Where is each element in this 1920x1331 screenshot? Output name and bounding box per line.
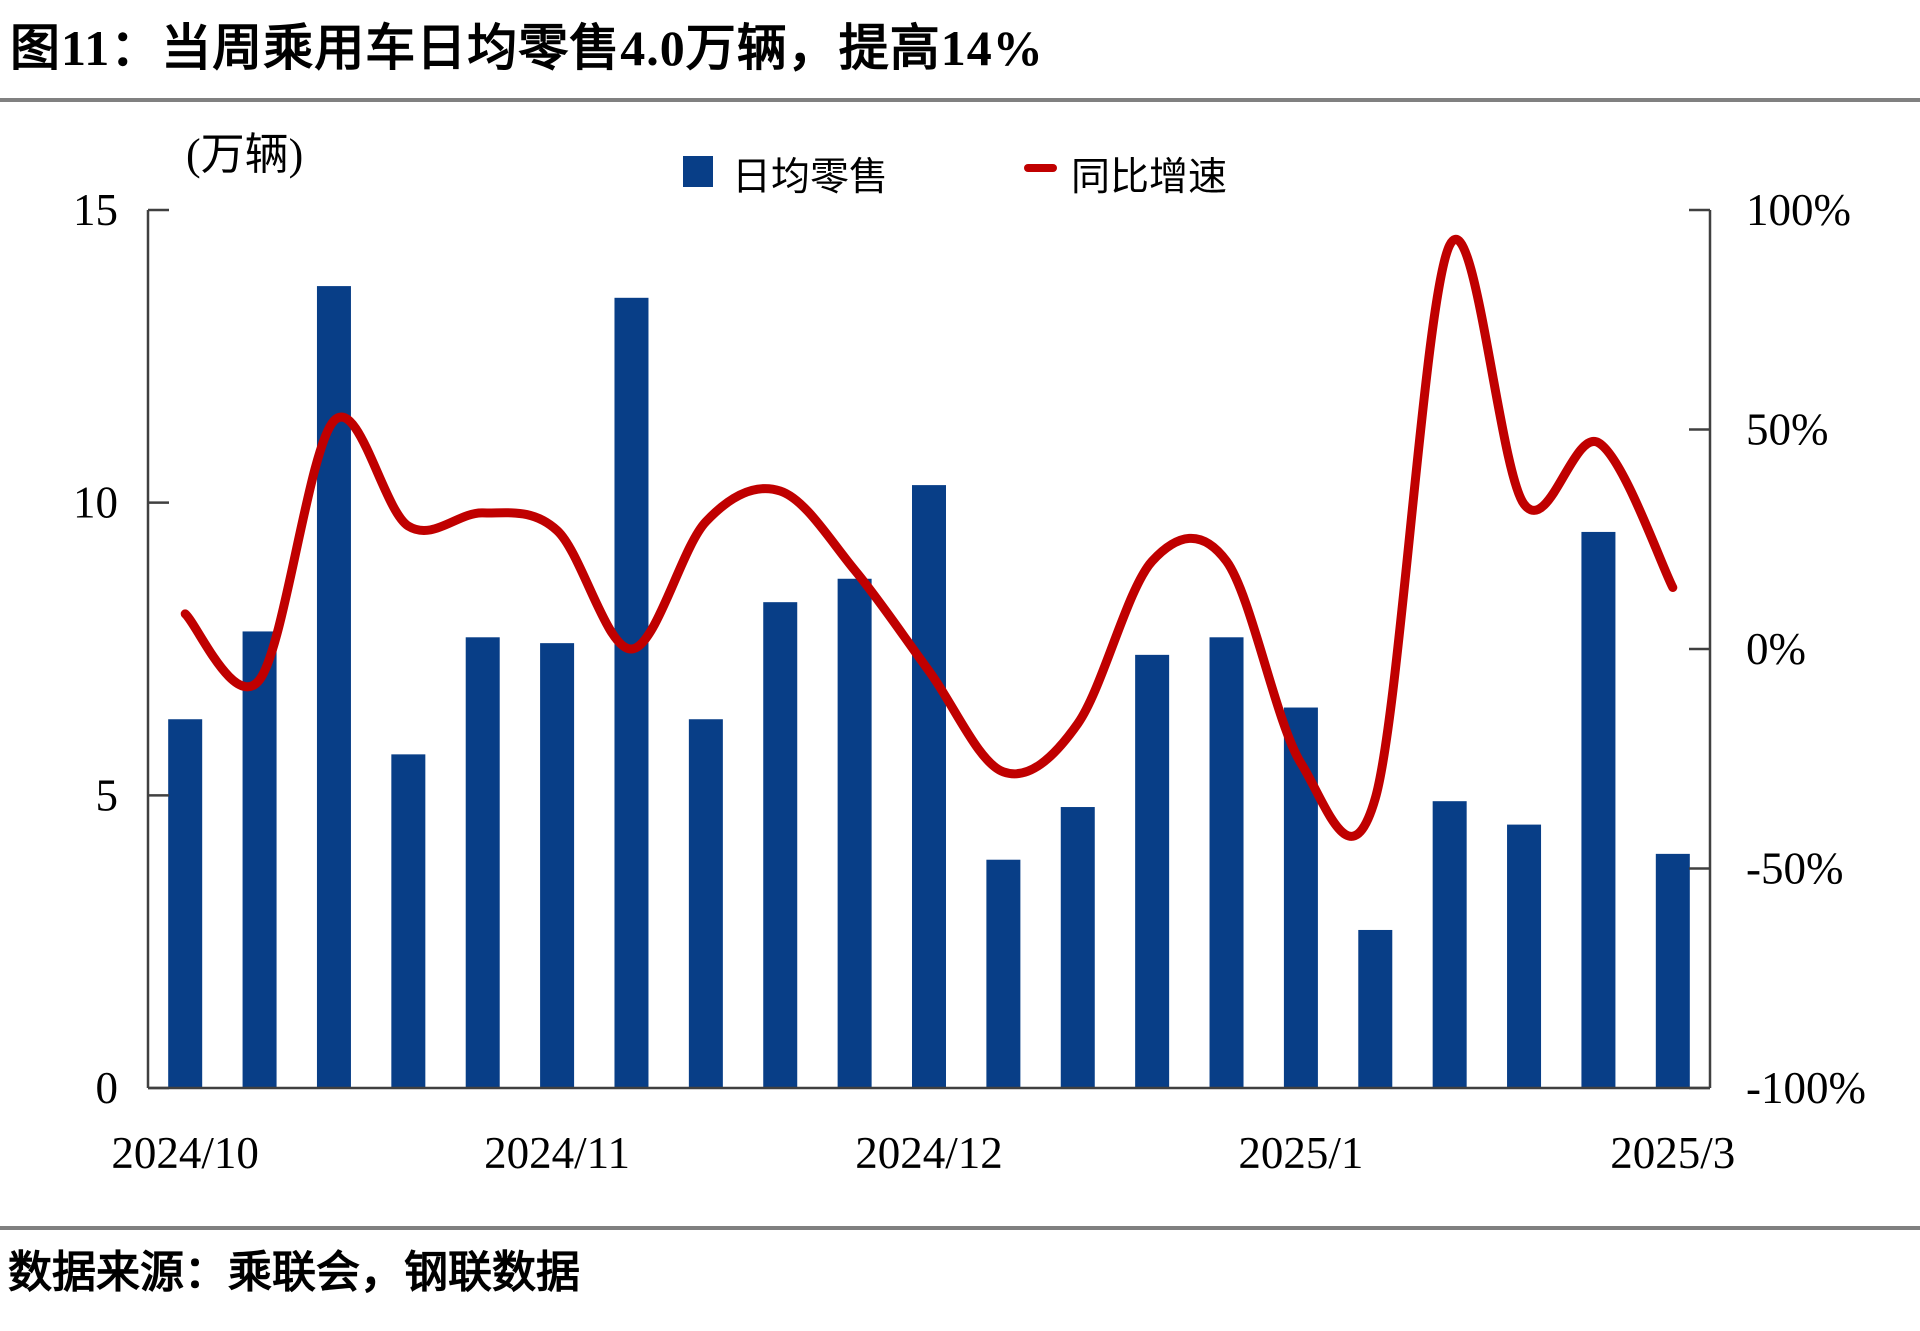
retail-bar bbox=[465, 637, 500, 1088]
bar-legend-swatch bbox=[683, 156, 713, 187]
line-legend-dash bbox=[1024, 164, 1057, 172]
x-axis-tick-label: 2024/10 bbox=[111, 1128, 259, 1178]
right-axis-tick-label: -50% bbox=[1746, 844, 1843, 894]
line-legend-label: 同比增速 bbox=[1071, 156, 1228, 199]
retail-bar bbox=[688, 719, 723, 1088]
retail-bar bbox=[912, 485, 946, 1088]
left-axis-tick-label: 0 bbox=[96, 1063, 119, 1113]
left-axis-tick-label: 10 bbox=[73, 478, 118, 528]
right-axis-tick-label: 50% bbox=[1746, 405, 1829, 455]
bar-legend-label: 日均零售 bbox=[732, 156, 889, 199]
retail-bar bbox=[614, 297, 649, 1088]
right-axis-tick-label: -100% bbox=[1746, 1063, 1866, 1113]
retail-bar bbox=[1581, 531, 1616, 1088]
title-divider bbox=[0, 98, 1920, 102]
x-axis-tick-label: 2024/12 bbox=[855, 1128, 1003, 1178]
left-axis-tick-label: 5 bbox=[96, 770, 119, 820]
retail-bar bbox=[316, 286, 351, 1088]
data-source: 数据来源：乘联会，钢联数据 bbox=[8, 1248, 580, 1297]
retail-bar bbox=[168, 719, 203, 1088]
retail-bar bbox=[1060, 807, 1095, 1088]
left-axis-tick-label: 15 bbox=[73, 185, 118, 235]
yoy-growth-line bbox=[180, 235, 1678, 841]
x-axis-tick-label: 2024/11 bbox=[484, 1128, 630, 1178]
retail-bar bbox=[1135, 654, 1170, 1088]
source-divider bbox=[0, 1226, 1920, 1230]
retail-bar bbox=[1655, 853, 1690, 1088]
retail-bar bbox=[986, 859, 1021, 1088]
right-axis-tick-label: 0% bbox=[1746, 624, 1806, 674]
retail-bar bbox=[1432, 801, 1467, 1088]
right-axis-tick-label: 100% bbox=[1746, 185, 1851, 235]
x-axis-tick-label: 2025/1 bbox=[1238, 1128, 1363, 1178]
retail-bar bbox=[540, 643, 575, 1088]
x-axis-tick-label: 2025/3 bbox=[1610, 1128, 1735, 1178]
retail-bar bbox=[242, 631, 277, 1088]
left-axis-unit-label: (万辆) bbox=[186, 130, 304, 179]
retail-bar bbox=[391, 754, 426, 1088]
retail-bar bbox=[1358, 929, 1393, 1088]
retail-bar bbox=[1507, 824, 1542, 1088]
retail-bar bbox=[837, 578, 872, 1088]
retail-bar bbox=[763, 602, 798, 1088]
figure-title: 图11：当周乘用车日均零售4.0万辆，提高14% bbox=[10, 20, 1044, 76]
retail-bar bbox=[1209, 637, 1244, 1088]
